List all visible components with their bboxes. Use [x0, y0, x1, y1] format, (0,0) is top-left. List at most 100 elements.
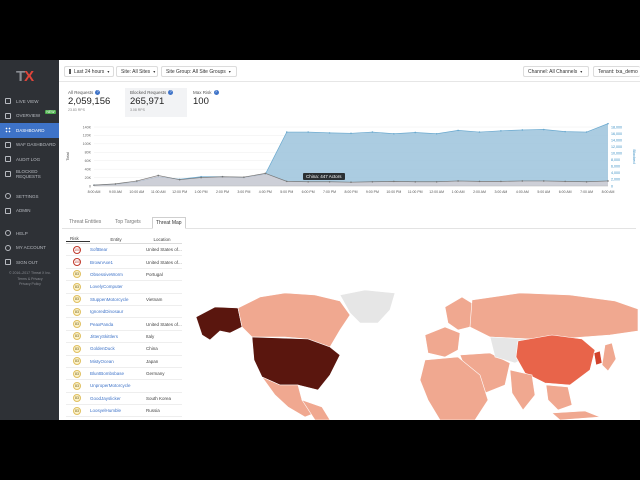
- entity-link[interactable]: GoldenDuck: [90, 346, 115, 352]
- sidebar-item-dashboard[interactable]: Dashboard: [0, 123, 59, 138]
- tenant-dropdown[interactable]: Tenant: txa_demo: [593, 66, 640, 77]
- table-row[interactable]: 83 BluntBombsbase Germany: [66, 368, 182, 381]
- sidebar-item-sign-out[interactable]: Sign Out: [0, 255, 59, 270]
- x-tick-label: 5:00 PM: [280, 190, 293, 194]
- threat-world-map[interactable]: [190, 235, 640, 420]
- stat-value: 100: [193, 96, 209, 107]
- threat-entities-table: Risk Entity Location 100 SoftBear United S…: [66, 235, 182, 418]
- y-tick-label: 0: [89, 184, 91, 188]
- entity-link[interactable]: JitterySkittlers: [90, 333, 119, 339]
- tenant-label: Tenant: txa_demo: [598, 68, 638, 75]
- table-row[interactable]: 83 JitterySkittlers Italy: [66, 331, 182, 344]
- risk-cell: 83: [66, 332, 90, 341]
- logo[interactable]: TX: [16, 68, 34, 85]
- y-tick-label: 100K: [83, 142, 92, 146]
- data-point: [457, 180, 459, 182]
- sidebar-item-settings[interactable]: Settings: [0, 189, 59, 204]
- entity-link[interactable]: BrownAxe1: [90, 259, 114, 265]
- entity-link[interactable]: GoodJayslicker: [90, 395, 121, 401]
- sidebar-item-overview[interactable]: Overview NEW: [0, 109, 59, 124]
- site-group-dropdown[interactable]: Site Group: All Site Groups ▾: [161, 66, 237, 77]
- entity-link[interactable]: BluntBombsbase: [90, 371, 125, 377]
- sidebar-item-blocked-requests[interactable]: Blocked Requests: [0, 167, 59, 182]
- sidebar-item-admin[interactable]: Admin: [0, 204, 59, 219]
- location-cell: Portugal: [146, 271, 163, 277]
- entity-link[interactable]: UnproperMotorcycle: [90, 383, 131, 389]
- sidebar-item-help[interactable]: Help: [0, 226, 59, 241]
- terms-link[interactable]: Terms & Privacy: [17, 276, 43, 281]
- entity-link[interactable]: LoosyelHumble: [90, 408, 122, 414]
- entity-link[interactable]: StuppenMotorcycle: [90, 296, 129, 302]
- tab-threat-map[interactable]: Threat Map: [152, 217, 186, 229]
- channel-dropdown[interactable]: Channel: All Channels ▾: [523, 66, 589, 77]
- country-india[interactable]: [509, 369, 536, 411]
- table-row[interactable]: 83 GoldenDuck China: [66, 343, 182, 356]
- site-dropdown[interactable]: Site: All Sites ▾: [116, 66, 158, 77]
- sidebar-item-waf-dashboard[interactable]: WAF Dashboard: [0, 138, 59, 153]
- country-europe-west[interactable]: [424, 326, 461, 358]
- stat-label: Blocked Requests: [130, 90, 167, 95]
- data-point: [328, 132, 331, 134]
- entity-link[interactable]: IgnoredDinosaur: [90, 309, 124, 315]
- site-group-label: Site Group: All Site Groups: [166, 68, 226, 75]
- entity-link[interactable]: LovelyComputer: [90, 284, 123, 290]
- header-location[interactable]: Location: [153, 236, 171, 242]
- country-greenland[interactable]: [339, 289, 396, 324]
- table-row[interactable]: 83 IgnoredDinosaur: [66, 306, 182, 319]
- sidebar-item-audit-log[interactable]: Audit Log: [0, 152, 59, 167]
- y-tick-label: 120K: [83, 134, 92, 138]
- table-row[interactable]: 83 PeaxPanda United States of...: [66, 318, 182, 331]
- x-tick-label: 9:00 PM: [366, 190, 379, 194]
- table-row[interactable]: 83 ObsessiveWorm Portugal: [66, 269, 182, 282]
- x-tick-label: 9:00 AM: [109, 190, 122, 194]
- entity-link[interactable]: ObsessiveWorm: [90, 271, 123, 277]
- table-row[interactable]: 100 SoftBear United States of...: [66, 244, 182, 257]
- header-risk[interactable]: Risk: [66, 236, 90, 242]
- tab-top-targets[interactable]: Top Targets: [115, 219, 141, 225]
- help-icon[interactable]: ?: [168, 90, 174, 95]
- y2-tick-label: 4,000: [611, 171, 620, 175]
- risk-badge: 83: [73, 369, 81, 378]
- risk-badge: 83: [73, 270, 81, 279]
- country-japan[interactable]: [601, 342, 617, 372]
- risk-badge: 83: [73, 295, 81, 304]
- header-entity[interactable]: Entity: [110, 236, 122, 242]
- grid-icon: [5, 127, 11, 134]
- table-row[interactable]: 83 LovelyComputer: [66, 281, 182, 294]
- table-row[interactable]: 83 StuppenMotorcycle Vietnam: [66, 294, 182, 306]
- country-indonesia[interactable]: [551, 410, 601, 420]
- stat-value: 2,059,156: [68, 96, 111, 107]
- help-icon[interactable]: ?: [95, 90, 101, 95]
- help-icon[interactable]: ?: [213, 90, 219, 95]
- table-row[interactable]: 83 GoodJayslicker South Korea: [66, 393, 182, 406]
- y-tick-label: 60K: [85, 159, 92, 163]
- entity-link[interactable]: MistyOcean: [90, 358, 114, 364]
- table-row[interactable]: 83 MistyOcean Japan: [66, 356, 182, 368]
- country-central-america[interactable]: [301, 399, 331, 420]
- country-russia[interactable]: [469, 292, 639, 340]
- data-point: [500, 180, 502, 183]
- time-range-dropdown[interactable]: Last 24 hours ▾: [64, 66, 114, 77]
- channel-label: Channel: All Channels: [528, 68, 578, 75]
- country-china[interactable]: [515, 334, 596, 386]
- risk-badge: 83: [73, 332, 81, 341]
- country-africa[interactable]: [419, 356, 489, 420]
- table-row[interactable]: 83 UnproperMotorcycle: [66, 380, 182, 393]
- country-alaska[interactable]: [195, 306, 243, 341]
- entity-link[interactable]: SoftBear: [90, 247, 108, 253]
- tab-threat-entities[interactable]: Threat Entities: [69, 219, 102, 225]
- country-korea[interactable]: [593, 350, 603, 366]
- sidebar-item-my-account[interactable]: My Account: [0, 241, 59, 256]
- x-tick-label: 11:00 AM: [151, 190, 166, 194]
- entity-link[interactable]: PeaxPanda: [90, 321, 114, 327]
- table-row[interactable]: 83 LoosyelHumble Russia: [66, 405, 182, 418]
- risk-badge: 83: [73, 282, 81, 291]
- country-usa[interactable]: [251, 336, 341, 391]
- privacy-link[interactable]: Privacy Policy: [19, 282, 41, 286]
- country-se-asia[interactable]: [545, 384, 573, 411]
- location-cell: United States of...: [146, 247, 182, 253]
- risk-cell: 83: [66, 344, 90, 353]
- table-row[interactable]: 100 BrownAxe1 United States of...: [66, 256, 182, 269]
- sidebar-item-live-view[interactable]: Live View: [0, 94, 59, 109]
- requests-chart[interactable]: 0 20K 40K 60K 80K 100K 120K 140K 0 2,000 4,000 6,00…: [62, 122, 636, 200]
